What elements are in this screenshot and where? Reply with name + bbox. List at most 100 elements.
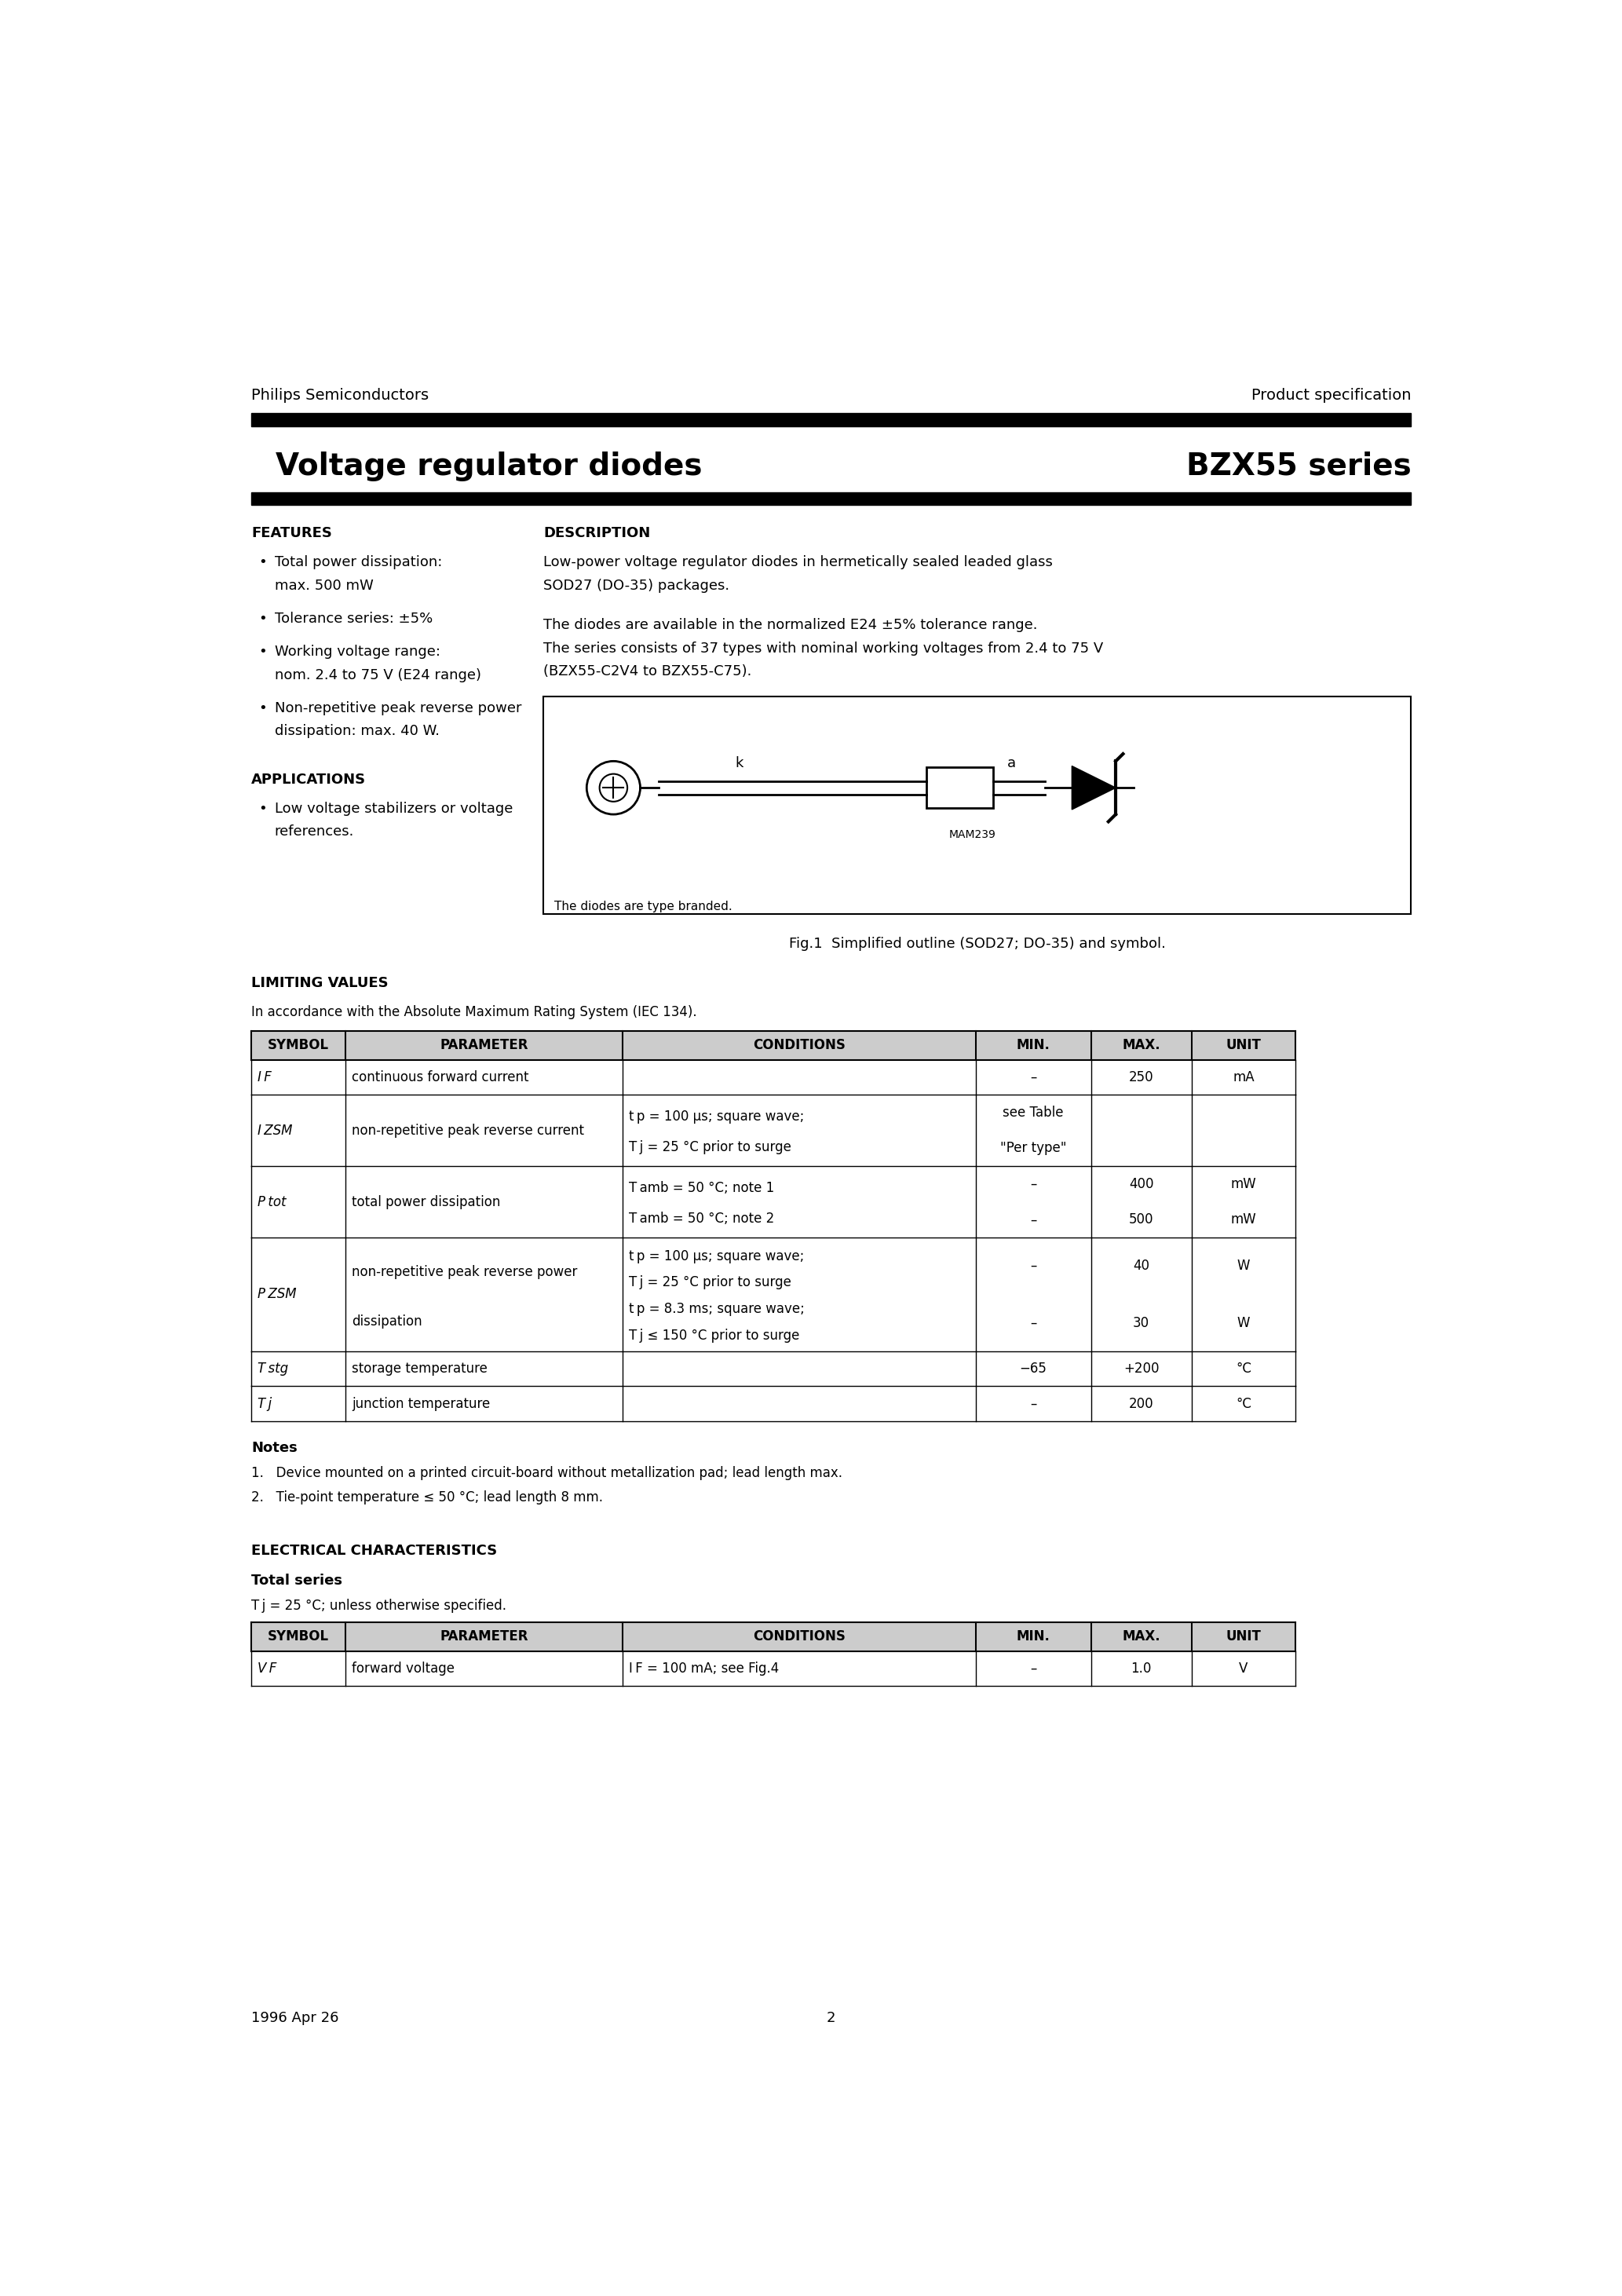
Text: –: –	[1030, 1316, 1036, 1329]
Text: T stg: T stg	[258, 1362, 289, 1375]
Text: T j: T j	[258, 1396, 272, 1410]
Text: •: •	[260, 645, 268, 659]
Text: Fig.1  Simplified outline (SOD27; DO-35) and symbol.: Fig.1 Simplified outline (SOD27; DO-35) …	[788, 937, 1166, 951]
Text: MAX.: MAX.	[1122, 1630, 1160, 1644]
Text: UNIT: UNIT	[1226, 1038, 1262, 1052]
Text: MIN.: MIN.	[1017, 1630, 1049, 1644]
Text: t p = 8.3 ms; square wave;: t p = 8.3 ms; square wave;	[629, 1302, 805, 1316]
Text: W: W	[1238, 1258, 1251, 1272]
Text: PARAMETER: PARAMETER	[440, 1630, 529, 1644]
Text: Working voltage range:: Working voltage range:	[274, 645, 440, 659]
Text: I F = 100 mA; see Fig.4: I F = 100 mA; see Fig.4	[629, 1662, 779, 1676]
Text: Total power dissipation:: Total power dissipation:	[274, 556, 443, 569]
Text: T amb = 50 °C; note 1: T amb = 50 °C; note 1	[629, 1180, 774, 1194]
Text: non-repetitive peak reverse power: non-repetitive peak reverse power	[352, 1265, 577, 1279]
Text: "Per type": "Per type"	[1001, 1141, 1066, 1155]
Text: Low voltage stabilizers or voltage: Low voltage stabilizers or voltage	[274, 801, 513, 815]
Bar	[251, 413, 1411, 427]
Text: The series consists of 37 types with nominal working voltages from 2.4 to 75 V: The series consists of 37 types with nom…	[543, 641, 1103, 654]
Text: °C: °C	[1236, 1362, 1251, 1375]
Text: MIN.: MIN.	[1017, 1038, 1049, 1052]
Text: mA: mA	[1233, 1070, 1254, 1084]
Text: continuous forward current: continuous forward current	[352, 1070, 529, 1084]
Text: UNIT: UNIT	[1226, 1630, 1262, 1644]
Text: °C: °C	[1236, 1396, 1251, 1410]
Text: (BZX55-C2V4 to BZX55-C75).: (BZX55-C2V4 to BZX55-C75).	[543, 664, 753, 677]
Text: 1996 Apr 26: 1996 Apr 26	[251, 2011, 339, 2025]
Text: see Table: see Table	[1002, 1107, 1064, 1120]
Text: Total series: Total series	[251, 1573, 342, 1589]
Text: FEATURES: FEATURES	[251, 526, 333, 540]
Text: CONDITIONS: CONDITIONS	[753, 1630, 845, 1644]
Text: •: •	[260, 700, 268, 716]
Text: MAM239: MAM239	[949, 829, 996, 840]
Text: V: V	[1239, 1662, 1247, 1676]
Text: –: –	[1030, 1258, 1036, 1272]
Text: T j = 25 °C; unless otherwise specified.: T j = 25 °C; unless otherwise specified.	[251, 1598, 506, 1614]
Text: 500: 500	[1129, 1212, 1153, 1226]
Text: APPLICATIONS: APPLICATIONS	[251, 771, 367, 788]
Text: T amb = 50 °C; note 2: T amb = 50 °C; note 2	[629, 1212, 774, 1226]
Text: I F: I F	[258, 1070, 271, 1084]
Bar	[543, 696, 1411, 914]
Text: T j = 25 °C prior to surge: T j = 25 °C prior to surge	[629, 1141, 792, 1155]
Text: PARAMETER: PARAMETER	[440, 1038, 529, 1052]
Text: 1.0: 1.0	[1131, 1662, 1152, 1676]
Bar	[926, 767, 993, 808]
Text: Product specification: Product specification	[1251, 388, 1411, 402]
Text: Voltage regulator diodes: Voltage regulator diodes	[276, 452, 702, 482]
Bar	[251, 1621, 1296, 1651]
Text: P tot: P tot	[258, 1194, 285, 1210]
Text: –: –	[1030, 1070, 1036, 1084]
Text: •: •	[260, 611, 268, 627]
Text: k: k	[735, 755, 743, 771]
Text: –: –	[1030, 1662, 1036, 1676]
Text: total power dissipation: total power dissipation	[352, 1194, 501, 1210]
Text: dissipation: dissipation	[352, 1313, 422, 1329]
Text: •: •	[260, 556, 268, 569]
Text: SOD27 (DO-35) packages.: SOD27 (DO-35) packages.	[543, 579, 730, 592]
Text: dissipation: max. 40 W.: dissipation: max. 40 W.	[274, 723, 440, 739]
Text: V F: V F	[258, 1662, 277, 1676]
Text: forward voltage: forward voltage	[352, 1662, 454, 1676]
Bar	[251, 491, 1411, 505]
Text: a: a	[1007, 755, 1015, 771]
Text: MAX.: MAX.	[1122, 1038, 1160, 1052]
Text: storage temperature: storage temperature	[352, 1362, 488, 1375]
Text: SYMBOL: SYMBOL	[268, 1630, 329, 1644]
Text: •: •	[260, 801, 268, 815]
Text: Non-repetitive peak reverse power: Non-repetitive peak reverse power	[274, 700, 521, 716]
Text: W: W	[1238, 1316, 1251, 1329]
Text: SYMBOL: SYMBOL	[268, 1038, 329, 1052]
Text: mW: mW	[1231, 1212, 1257, 1226]
Text: –: –	[1030, 1396, 1036, 1410]
Text: –: –	[1030, 1212, 1036, 1226]
Text: t p = 100 μs; square wave;: t p = 100 μs; square wave;	[629, 1109, 805, 1123]
Text: The diodes are type branded.: The diodes are type branded.	[555, 900, 733, 912]
Text: Notes: Notes	[251, 1440, 297, 1456]
Text: DESCRIPTION: DESCRIPTION	[543, 526, 650, 540]
Text: Philips Semiconductors: Philips Semiconductors	[251, 388, 428, 402]
Text: P ZSM: P ZSM	[258, 1288, 297, 1302]
Text: 2: 2	[827, 2011, 835, 2025]
Text: CONDITIONS: CONDITIONS	[753, 1038, 845, 1052]
Text: 250: 250	[1129, 1070, 1153, 1084]
Text: 30: 30	[1134, 1316, 1150, 1329]
Bar	[251, 1031, 1296, 1061]
Text: BZX55 series: BZX55 series	[1186, 452, 1411, 482]
Text: nom. 2.4 to 75 V (E24 range): nom. 2.4 to 75 V (E24 range)	[274, 668, 482, 682]
Text: Tolerance series: ±5%: Tolerance series: ±5%	[274, 611, 433, 627]
Text: junction temperature: junction temperature	[352, 1396, 490, 1410]
Text: I ZSM: I ZSM	[258, 1123, 292, 1137]
Text: The diodes are available in the normalized E24 ±5% tolerance range.: The diodes are available in the normaliz…	[543, 618, 1038, 631]
Text: 40: 40	[1134, 1258, 1150, 1272]
Text: ELECTRICAL CHARACTERISTICS: ELECTRICAL CHARACTERISTICS	[251, 1543, 498, 1557]
Polygon shape	[1072, 767, 1116, 810]
Text: LIMITING VALUES: LIMITING VALUES	[251, 976, 389, 990]
Text: references.: references.	[274, 824, 354, 838]
Text: –: –	[1030, 1178, 1036, 1192]
Text: max. 500 mW: max. 500 mW	[274, 579, 373, 592]
Text: T j ≤ 150 °C prior to surge: T j ≤ 150 °C prior to surge	[629, 1327, 800, 1343]
Text: 200: 200	[1129, 1396, 1153, 1410]
Text: In accordance with the Absolute Maximum Rating System (IEC 134).: In accordance with the Absolute Maximum …	[251, 1006, 697, 1019]
